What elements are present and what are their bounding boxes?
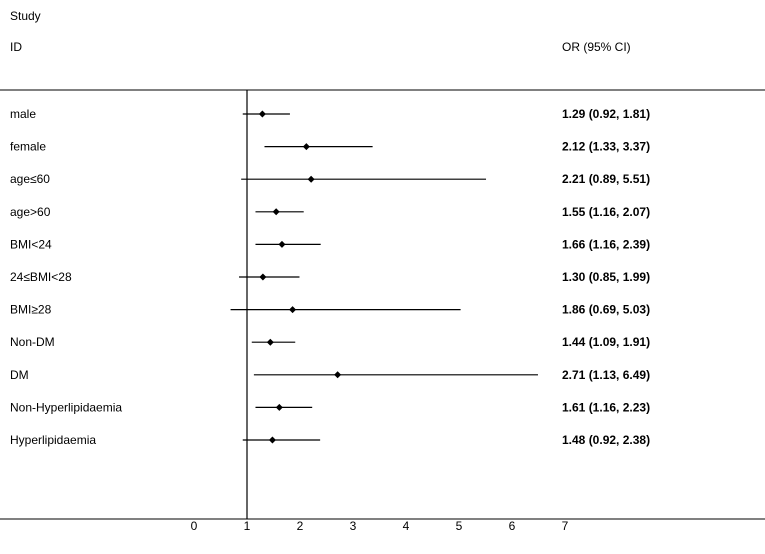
point-estimate-marker [289,306,297,314]
row-label: 24≤BMI<28 [10,270,72,284]
or-ci-text: 1.66 (1.16, 2.39) [562,237,650,251]
forest-row: Non-DM 1.44 (1.09, 1.91) [10,335,650,349]
x-tick-label: 6 [509,519,516,533]
x-tick-label: 5 [456,519,463,533]
row-label: BMI≥28 [10,303,52,317]
point-estimate-marker [272,208,280,216]
or-ci-text: 1.55 (1.16, 2.07) [562,205,650,219]
forest-row: female 2.12 (1.33, 3.37) [10,140,650,154]
x-tick-labels: 0 1 2 3 4 5 6 7 [191,519,569,533]
forest-row: BMI<24 1.66 (1.16, 2.39) [10,237,650,251]
forest-row: DM 2.71 (1.13, 6.49) [10,368,650,382]
or-ci-text: 1.30 (0.85, 1.99) [562,270,650,284]
row-label: BMI<24 [10,237,52,251]
or-ci-text: 2.21 (0.89, 5.51) [562,172,650,186]
forest-row: BMI≥28 1.86 (0.69, 5.03) [10,303,650,317]
row-label: female [10,140,46,154]
or-ci-text: 1.48 (0.92, 2.38) [562,433,650,447]
point-estimate-marker [258,110,266,118]
header-study-label: Study [10,9,41,23]
point-estimate-marker [278,240,286,248]
header-id-label: ID [10,40,22,54]
point-estimate-marker [275,403,283,411]
row-label: Hyperlipidaemia [10,433,96,447]
x-tick-label: 2 [297,519,304,533]
forest-row: age>60 1.55 (1.16, 2.07) [10,205,650,219]
forest-row: Hyperlipidaemia 1.48 (0.92, 2.38) [10,433,650,447]
rows-group: male 1.29 (0.92, 1.81) female 2.12 (1.33, 3… [10,107,650,447]
point-estimate-marker [302,143,310,151]
row-label: age≤60 [10,172,50,186]
row-label: Non-Hyperlipidaemia [10,400,122,414]
forest-row: Non-Hyperlipidaemia 1.61 (1.16, 2.23) [10,400,650,414]
or-ci-text: 2.71 (1.13, 6.49) [562,368,650,382]
row-label: male [10,107,36,121]
x-tick-label: 4 [403,519,410,533]
or-ci-text: 1.86 (0.69, 5.03) [562,303,650,317]
or-ci-text: 1.44 (1.09, 1.91) [562,335,650,349]
or-ci-text: 1.61 (1.16, 2.23) [562,400,650,414]
point-estimate-marker [266,338,274,346]
row-label: age>60 [10,205,51,219]
x-tick-label: 7 [562,519,569,533]
or-ci-text: 2.12 (1.33, 3.37) [562,140,650,154]
point-estimate-marker [268,436,276,444]
row-label: Non-DM [10,335,55,349]
x-tick-label: 0 [191,519,198,533]
row-label: DM [10,368,29,382]
forest-row: male 1.29 (0.92, 1.81) [10,107,650,121]
point-estimate-marker [334,371,342,379]
forest-row: age≤60 2.21 (0.89, 5.51) [10,172,650,186]
x-tick-label: 1 [244,519,251,533]
forest-row: 24≤BMI<28 1.30 (0.85, 1.99) [10,270,650,284]
header-or-label: OR (95% CI) [562,40,631,54]
point-estimate-marker [259,273,267,281]
or-ci-text: 1.29 (0.92, 1.81) [562,107,650,121]
point-estimate-marker [307,175,315,183]
x-tick-label: 3 [350,519,357,533]
